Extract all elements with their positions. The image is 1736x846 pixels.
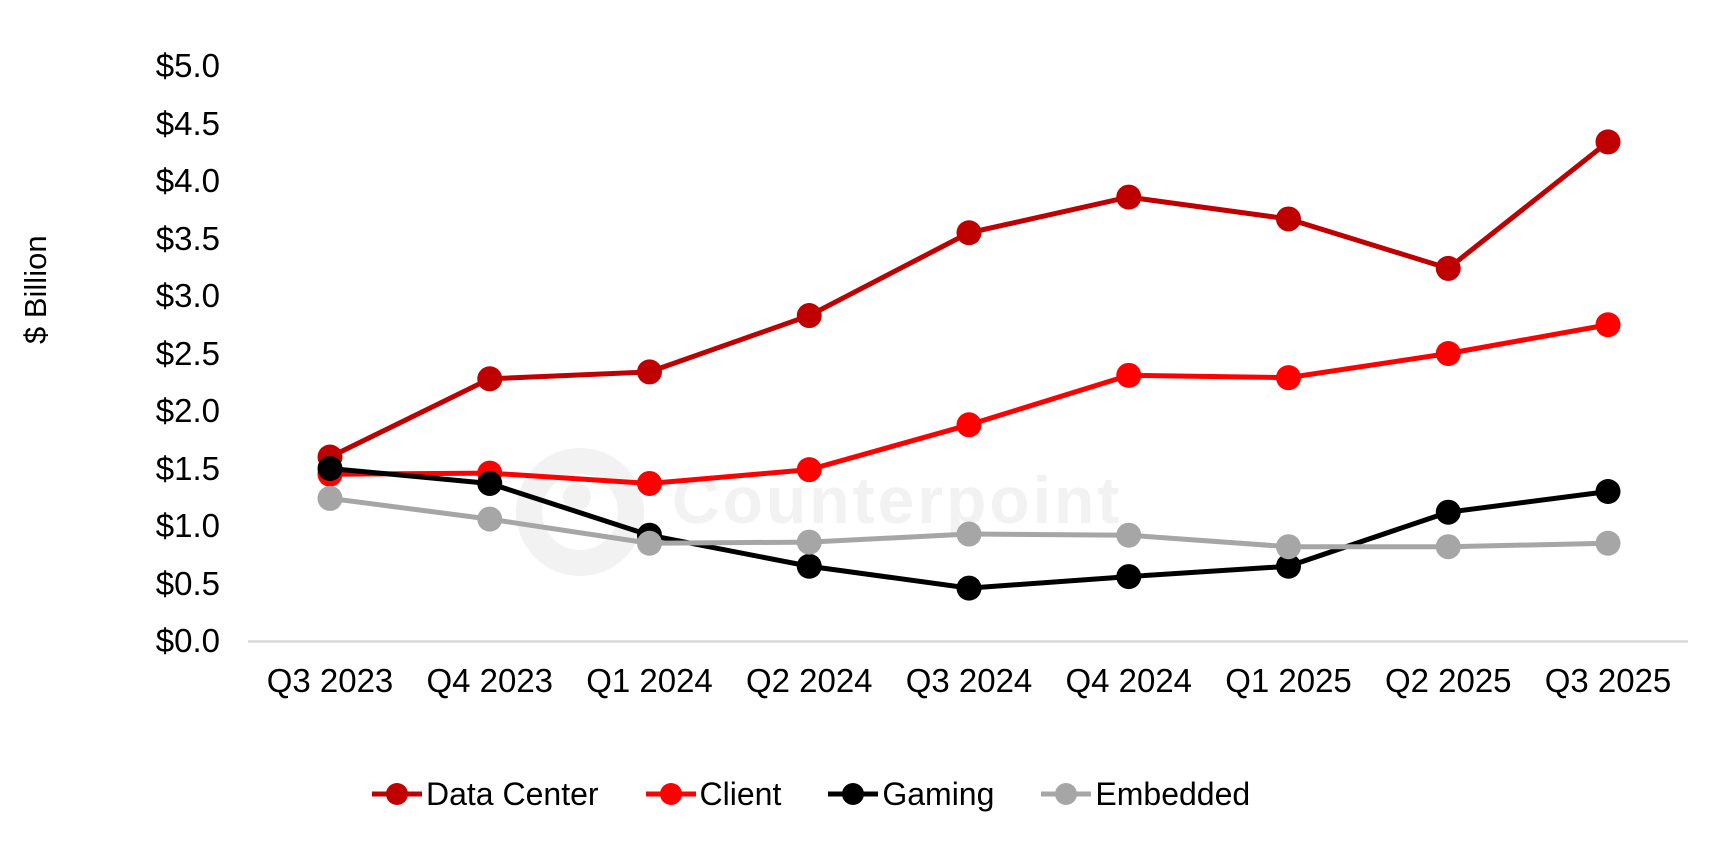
- x-tick-label: Q3 2023: [266, 662, 394, 699]
- series-line-data-center: [328, 139, 1610, 460]
- y-tick-label: $1.5: [155, 449, 220, 487]
- legend-marker-icon: [828, 783, 879, 805]
- data-point-gaming: [1595, 479, 1621, 504]
- data-point-data-center: [1435, 255, 1461, 281]
- data-point-embedded: [796, 529, 822, 555]
- legend-marker-icon: [1041, 783, 1092, 805]
- data-point-gaming: [796, 553, 822, 579]
- legend-label: Embedded: [1095, 775, 1251, 812]
- data-point-client: [1435, 341, 1461, 366]
- y-tick-label: $2.0: [155, 392, 220, 429]
- data-point-gaming: [956, 575, 982, 601]
- data-point-client: [1116, 362, 1142, 388]
- y-tick-label: $1.0: [155, 507, 220, 544]
- legend-label: Gaming: [882, 775, 995, 812]
- legend-item-gaming: Gaming: [828, 776, 994, 813]
- data-point-data-center: [637, 359, 662, 385]
- data-point-embedded: [477, 506, 503, 532]
- legend-item-client: Client: [645, 775, 782, 813]
- data-point-gaming: [1435, 499, 1461, 525]
- data-point-embedded: [637, 530, 662, 556]
- legend-item-embedded: Embedded: [1041, 776, 1250, 813]
- y-tick-label: $2.5: [155, 334, 220, 372]
- y-tick-label: $4.5: [155, 104, 220, 142]
- x-tick-label: Q1 2024: [586, 662, 713, 699]
- legend-label: Client: [699, 775, 782, 812]
- data-point-embedded: [1435, 534, 1461, 560]
- legend: Data Center Client Gaming Embedded: [372, 771, 1250, 817]
- data-point-embedded: [1116, 522, 1142, 548]
- x-tick-label: Q4 2023: [426, 662, 554, 699]
- data-point-gaming: [477, 470, 503, 496]
- y-axis-tick-labels: $0.0 $0.5 $1.0 $1.5 $2.0 $2.5 $3.0 $3.5 $4.0 $4.5…: [0, 0, 220, 846]
- x-tick-label: Q1 2025: [1225, 662, 1352, 699]
- legend-marker-icon: [645, 783, 696, 805]
- x-tick-label: Q2 2024: [745, 662, 873, 699]
- data-point-embedded: [1595, 530, 1621, 556]
- legend-label: Data Center: [426, 775, 599, 812]
- y-tick-label: $4.0: [155, 162, 220, 199]
- data-point-client: [796, 457, 822, 483]
- x-tick-label: Q3 2024: [905, 662, 1033, 699]
- x-tick-label: Q2 2025: [1384, 662, 1512, 699]
- y-tick-label: $0.0: [155, 622, 220, 659]
- data-point-embedded: [1276, 534, 1301, 560]
- data-point-embedded: [956, 521, 982, 547]
- data-point-data-center: [477, 366, 503, 392]
- x-tick-label: Q3 2025: [1544, 662, 1672, 699]
- x-tick-label: Q4 2024: [1065, 662, 1193, 699]
- data-point-embedded: [317, 485, 343, 511]
- y-tick-label: $0.5: [155, 564, 220, 602]
- data-point-data-center: [1276, 206, 1301, 232]
- y-tick-label: $3.5: [155, 219, 220, 257]
- x-axis-tick-labels: Q3 2023 Q4 2023 Q1 2024 Q2 2024 Q3 2024 Q4 20…: [0, 661, 1736, 703]
- data-point-gaming: [317, 456, 343, 481]
- data-point-client: [956, 412, 982, 438]
- data-point-data-center: [796, 303, 822, 329]
- legend-marker-icon: [372, 783, 422, 805]
- data-point-client: [1595, 312, 1621, 338]
- y-tick-label: $5.0: [155, 47, 220, 84]
- data-point-gaming: [1116, 564, 1142, 590]
- data-point-data-center: [1116, 184, 1142, 210]
- data-point-data-center: [1595, 129, 1621, 155]
- series-line-client: [329, 322, 1609, 486]
- data-point-client: [1276, 365, 1301, 391]
- data-point-client: [637, 470, 662, 496]
- y-tick-label: $3.0: [155, 277, 220, 314]
- data-point-gaming: [1276, 553, 1301, 579]
- legend-item-data-center: Data Center: [372, 776, 599, 813]
- data-point-data-center: [956, 220, 982, 246]
